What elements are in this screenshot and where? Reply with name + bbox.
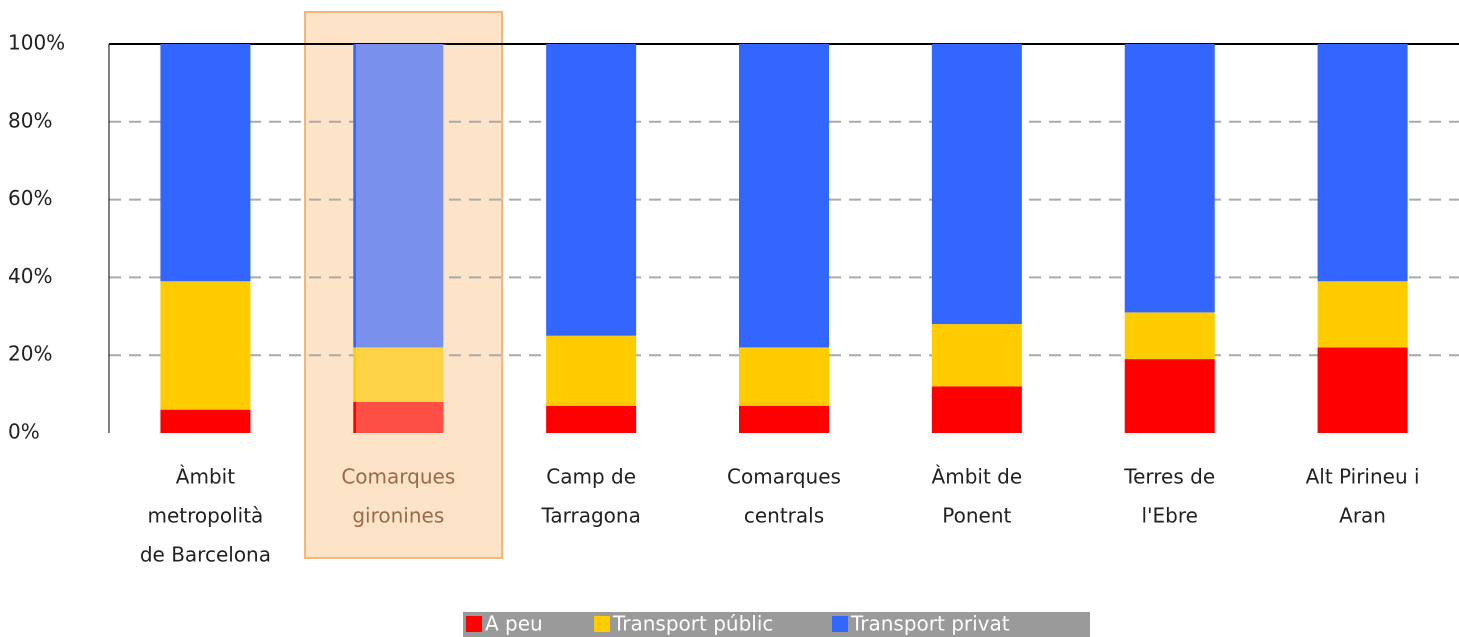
bar-segment xyxy=(1124,44,1215,313)
x-tick-label: Aran xyxy=(1339,504,1386,528)
legend-label: Transport públic xyxy=(612,612,773,636)
bar-segment xyxy=(739,44,829,348)
legend-box xyxy=(463,612,1090,637)
x-tick-label: Comarques xyxy=(341,465,455,489)
bar-segment xyxy=(931,386,1022,433)
bar-segment xyxy=(1317,347,1408,433)
y-tick-label: 40% xyxy=(8,264,52,288)
bar-segment xyxy=(546,405,637,433)
x-tick-label: Camp de xyxy=(546,465,636,489)
x-tick-label: Alt Pirineu i xyxy=(1306,465,1420,489)
bar-segment xyxy=(931,44,1022,325)
bar-segment xyxy=(353,44,444,348)
bar-segment xyxy=(160,44,251,282)
legend-label: Transport privat xyxy=(850,612,1010,636)
x-tick-label: Àmbit xyxy=(176,465,235,489)
x-tick-label: Comarques xyxy=(727,465,841,489)
bar-segment xyxy=(160,281,251,410)
bar-segment xyxy=(1317,281,1408,348)
y-tick-label: 80% xyxy=(8,108,52,132)
bar-segment xyxy=(1124,312,1215,360)
bar-segment xyxy=(1317,44,1408,282)
x-tick-label: de Barcelona xyxy=(140,543,271,567)
bar-segment xyxy=(1124,359,1215,433)
y-tick-label: 20% xyxy=(8,342,52,366)
bar-segment xyxy=(931,324,1022,387)
y-tick-label: 0% xyxy=(8,420,40,444)
legend-label: A peu xyxy=(485,612,543,636)
bar-segment xyxy=(739,347,829,406)
bar-segment xyxy=(546,335,637,406)
legend-swatch xyxy=(466,616,482,632)
x-tick-label: Tarragona xyxy=(540,504,640,528)
bar-segment xyxy=(546,44,637,336)
bar-segment xyxy=(353,401,444,433)
x-tick-label: Ponent xyxy=(942,504,1011,528)
x-tick-label: l'Ebre xyxy=(1141,504,1197,528)
x-tick-label: Terres de xyxy=(1123,465,1215,489)
x-tick-label: metropolità xyxy=(148,504,264,528)
x-tick-label: Àmbit de xyxy=(932,465,1023,489)
bar-segment xyxy=(160,409,251,433)
legend-swatch xyxy=(594,616,610,632)
legend-swatch xyxy=(832,616,848,632)
x-tick-label: gironines xyxy=(352,504,444,528)
x-tick-label: centrals xyxy=(744,504,824,528)
highlight-overlay xyxy=(356,44,446,433)
y-tick-label: 100% xyxy=(8,31,65,55)
bar-segment xyxy=(353,347,444,402)
bar-segment xyxy=(739,405,829,433)
y-tick-label: 60% xyxy=(8,186,52,210)
